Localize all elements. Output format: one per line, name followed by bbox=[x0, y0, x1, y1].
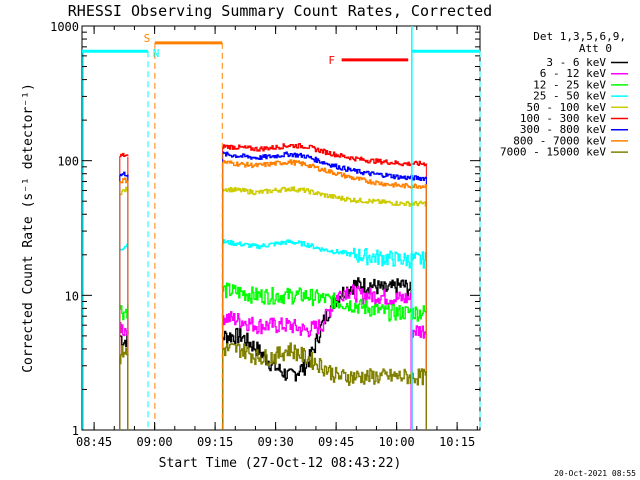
series-line bbox=[222, 282, 428, 322]
legend-label: 800 - 7000 keV bbox=[513, 134, 606, 147]
legend-label: 12 - 25 keV bbox=[533, 78, 606, 91]
series-7000-15000-kev bbox=[119, 342, 428, 430]
legend-header-detectors: Det 1,3,5,6,9, bbox=[533, 30, 626, 43]
x-tick-label: 08:45 bbox=[76, 435, 112, 449]
legend-label: 6 - 12 keV bbox=[540, 67, 607, 80]
night-label: N bbox=[153, 47, 160, 60]
series-25-50-kev bbox=[119, 239, 428, 430]
series-line bbox=[222, 342, 428, 386]
x-tick-label: 10:15 bbox=[439, 435, 475, 449]
y-tick-label: 100 bbox=[57, 155, 79, 169]
legend-label: 50 - 100 keV bbox=[527, 101, 607, 114]
legend-label: 100 - 300 keV bbox=[520, 112, 606, 125]
series-line bbox=[222, 186, 428, 207]
series-line bbox=[222, 143, 428, 167]
y-tick-label: 1000 bbox=[50, 20, 79, 34]
y-axis-label: Corrected Count Rate (s⁻¹ detector⁻¹) bbox=[21, 83, 36, 373]
x-tick-label: 09:45 bbox=[318, 435, 354, 449]
legend-label: 300 - 800 keV bbox=[520, 123, 606, 136]
series-line bbox=[222, 239, 428, 269]
x-tick-label: 09:15 bbox=[197, 435, 233, 449]
series-line bbox=[119, 243, 129, 251]
series-line bbox=[119, 152, 129, 158]
saa-label: S bbox=[144, 32, 151, 45]
series-line bbox=[412, 325, 428, 340]
y-tick-label: 1 bbox=[72, 424, 79, 438]
series-line bbox=[119, 177, 129, 184]
series-line bbox=[222, 284, 411, 338]
series-line bbox=[119, 171, 129, 177]
x-axis-label: Start Time (27-Oct-12 08:43:22) bbox=[159, 456, 402, 471]
legend-label: 25 - 50 keV bbox=[533, 90, 606, 103]
x-tick-label: 09:30 bbox=[258, 435, 294, 449]
flare-label: F bbox=[328, 54, 335, 67]
footer-timestamp: 20-Oct-2021 08:55 bbox=[554, 469, 636, 478]
annotation-layer: SN F bbox=[82, 26, 481, 430]
series-layer bbox=[119, 143, 428, 430]
x-tick-label: 10:00 bbox=[379, 435, 415, 449]
y-tick-label: 10 bbox=[65, 289, 79, 303]
series-12-25-kev bbox=[119, 282, 428, 430]
plot-frame bbox=[81, 25, 481, 431]
series-line bbox=[222, 151, 428, 181]
plot-area bbox=[81, 25, 481, 431]
legend-label: 3 - 6 keV bbox=[546, 56, 606, 69]
axis-layer: 08:45 09:00 09:15 09:30 09:45 10:00 10:15 1 10 10… bbox=[50, 20, 480, 449]
legend-label: 7000 - 15000 keV bbox=[500, 146, 606, 159]
series-line bbox=[119, 330, 129, 347]
series-line bbox=[119, 303, 129, 321]
series-line bbox=[119, 186, 129, 196]
chart-title: RHESSI Observing Summary Count Rates, Co… bbox=[68, 2, 492, 20]
series-line bbox=[222, 277, 411, 382]
series-line bbox=[119, 345, 129, 365]
series-line bbox=[119, 318, 129, 337]
legend-header-attenuator: Att 0 bbox=[579, 42, 612, 55]
series-line bbox=[222, 159, 428, 189]
x-tick-label: 09:00 bbox=[137, 435, 173, 449]
